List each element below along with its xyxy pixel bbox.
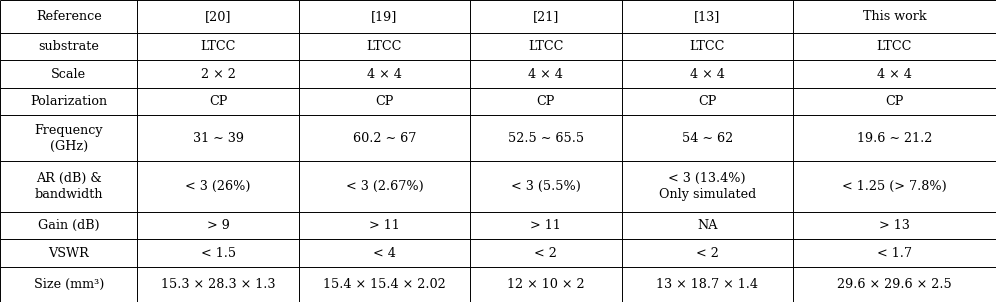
- Text: 4 × 4: 4 × 4: [876, 68, 912, 81]
- Text: > 9: > 9: [207, 219, 229, 232]
- Text: CP: CP: [375, 95, 393, 108]
- Text: Size (mm³): Size (mm³): [34, 278, 104, 291]
- Text: AR (dB) &
bandwidth: AR (dB) & bandwidth: [35, 172, 103, 201]
- Text: < 3 (26%): < 3 (26%): [185, 180, 251, 193]
- Text: CP: CP: [885, 95, 903, 108]
- Text: 4 × 4: 4 × 4: [367, 68, 402, 81]
- Text: 29.6 × 29.6 × 2.5: 29.6 × 29.6 × 2.5: [837, 278, 952, 291]
- Text: This work: This work: [863, 10, 926, 23]
- Text: [19]: [19]: [372, 10, 397, 23]
- Text: [21]: [21]: [533, 10, 559, 23]
- Text: 31 ∼ 39: 31 ∼ 39: [192, 132, 244, 145]
- Text: > 13: > 13: [879, 219, 909, 232]
- Text: Frequency
(GHz): Frequency (GHz): [35, 124, 103, 153]
- Text: 60.2 ∼ 67: 60.2 ∼ 67: [353, 132, 416, 145]
- Text: < 1.7: < 1.7: [876, 246, 912, 259]
- Text: > 11: > 11: [531, 219, 561, 232]
- Text: < 2: < 2: [696, 246, 718, 259]
- Text: 15.3 × 28.3 × 1.3: 15.3 × 28.3 × 1.3: [161, 278, 275, 291]
- Text: 12 × 10 × 2: 12 × 10 × 2: [507, 278, 585, 291]
- Text: < 1.25 (> 7.8%): < 1.25 (> 7.8%): [842, 180, 947, 193]
- Text: < 2: < 2: [535, 246, 557, 259]
- Text: 54 ∼ 62: 54 ∼ 62: [681, 132, 733, 145]
- Text: Gain (dB): Gain (dB): [38, 219, 100, 232]
- Text: LTCC: LTCC: [367, 40, 402, 53]
- Text: < 4: < 4: [374, 246, 395, 259]
- Text: Reference: Reference: [36, 10, 102, 23]
- Text: Polarization: Polarization: [30, 95, 108, 108]
- Text: Scale: Scale: [51, 68, 87, 81]
- Text: 15.4 × 15.4 × 2.02: 15.4 × 15.4 × 2.02: [323, 278, 446, 291]
- Text: < 3 (13.4%)
Only simulated: < 3 (13.4%) Only simulated: [658, 172, 756, 201]
- Text: 52.5 ∼ 65.5: 52.5 ∼ 65.5: [508, 132, 584, 145]
- Text: substrate: substrate: [38, 40, 100, 53]
- Text: > 11: > 11: [370, 219, 399, 232]
- Text: 2 × 2: 2 × 2: [200, 68, 236, 81]
- Text: LTCC: LTCC: [200, 40, 236, 53]
- Text: < 1.5: < 1.5: [200, 246, 236, 259]
- Text: CP: CP: [209, 95, 227, 108]
- Text: [20]: [20]: [205, 10, 231, 23]
- Text: LTCC: LTCC: [876, 40, 912, 53]
- Text: LTCC: LTCC: [528, 40, 564, 53]
- Text: CP: CP: [698, 95, 716, 108]
- Text: 4 × 4: 4 × 4: [528, 68, 564, 81]
- Text: NA: NA: [697, 219, 717, 232]
- Text: CP: CP: [537, 95, 555, 108]
- Text: < 3 (5.5%): < 3 (5.5%): [511, 180, 581, 193]
- Text: 4 × 4: 4 × 4: [689, 68, 725, 81]
- Text: [13]: [13]: [694, 10, 720, 23]
- Text: LTCC: LTCC: [689, 40, 725, 53]
- Text: < 3 (2.67%): < 3 (2.67%): [346, 180, 423, 193]
- Text: 13 × 18.7 × 1.4: 13 × 18.7 × 1.4: [656, 278, 758, 291]
- Text: VSWR: VSWR: [49, 246, 89, 259]
- Text: 19.6 ∼ 21.2: 19.6 ∼ 21.2: [857, 132, 932, 145]
